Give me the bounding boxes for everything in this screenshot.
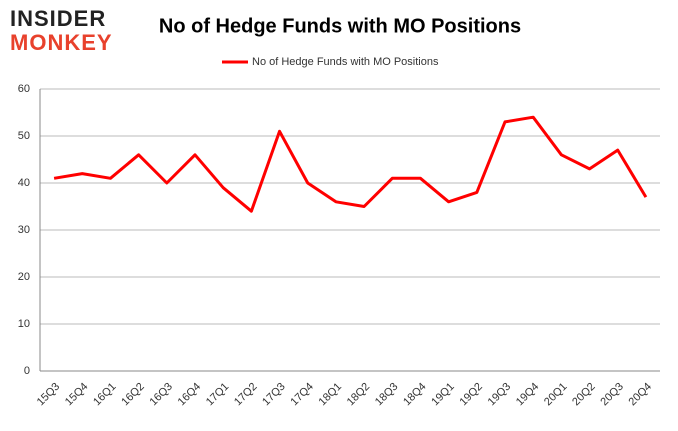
chart-title: No of Hedge Funds with MO Positions [159, 15, 521, 37]
legend-label: No of Hedge Funds with MO Positions [252, 56, 439, 68]
logo-top: INSIDER [10, 6, 106, 31]
y-tick-label: 20 [18, 271, 30, 283]
y-tick-label: 40 [18, 177, 30, 189]
y-tick-label: 60 [18, 83, 30, 95]
y-tick-label: 30 [18, 224, 30, 236]
logo-bottom: MONKEY [10, 30, 113, 55]
y-tick-label: 0 [24, 365, 30, 377]
y-tick-label: 50 [18, 130, 30, 142]
data-line [53, 115, 648, 213]
y-tick-label: 10 [18, 318, 30, 330]
